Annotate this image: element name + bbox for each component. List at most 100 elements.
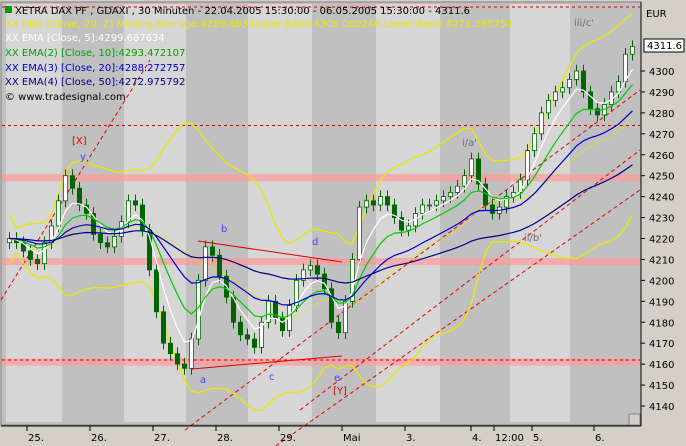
y-tick-label: 4150 <box>649 381 674 392</box>
candle-body <box>595 108 601 116</box>
y-tick-label: 4200 <box>649 276 674 287</box>
wave-label-d: d <box>312 237 318 248</box>
candle-body <box>216 254 222 277</box>
y-tick-label: 4160 <box>649 360 674 371</box>
candle-body <box>27 250 33 260</box>
candle-body <box>616 81 622 93</box>
x-tick-label: 26. <box>91 433 107 444</box>
candle-body <box>454 185 460 193</box>
y-tick-label: 4300 <box>649 67 674 78</box>
candle-body <box>314 265 320 275</box>
candle-body <box>377 196 383 206</box>
candle-body <box>307 265 313 271</box>
candle-body <box>574 70 580 80</box>
candle-body <box>160 311 166 344</box>
zone-band <box>2 258 640 266</box>
y-tick-label: 4220 <box>649 235 674 246</box>
x-axis: 25. 26. 27. 28. 29. Mai 3. 4. 12:00 5. 6. <box>1 425 641 444</box>
y-tick-label: 4190 <box>649 297 674 308</box>
legend-ema50: XX EMA(4) [Close, 50]:4272.975792 <box>5 77 185 88</box>
legend-ema20: XX EMA(3) [Close, 20]:4288.272757 <box>5 63 185 74</box>
candle-body <box>525 150 531 181</box>
candle-body <box>112 236 118 248</box>
y-tick-label: 4210 <box>649 255 674 266</box>
candle-body <box>560 87 566 93</box>
wave-label-ii-b: ii/b' <box>524 233 542 244</box>
candle-body <box>419 204 425 214</box>
candle-body <box>174 353 180 365</box>
y-tick-label: 4170 <box>649 339 674 350</box>
candle-body <box>440 196 446 202</box>
candle-body <box>98 233 104 244</box>
legend-ema5: XX EMA [Close, 5]:4299.687634 <box>5 33 165 44</box>
legend-ema10: XX EMA(2) [Close, 10]:4293.472107 <box>5 48 185 59</box>
candle-body <box>237 321 243 336</box>
candle-body <box>265 300 271 323</box>
candle-body <box>321 273 327 290</box>
resistance-zones <box>2 6 640 366</box>
candle-body <box>391 204 397 218</box>
session-bands <box>6 4 570 422</box>
y-tick-label: 4180 <box>649 318 674 329</box>
y-tick-label: 4270 <box>649 130 674 141</box>
ema-lines <box>9 68 634 343</box>
candle-body <box>258 321 264 348</box>
candle-body <box>105 242 111 248</box>
wave-label-i-a: i/a' <box>462 138 477 149</box>
zone-band <box>2 174 640 182</box>
copyright-label: © www.tradesignal.com <box>5 92 126 103</box>
channel-line <box>299 149 641 411</box>
y-tick-label: 4140 <box>649 402 674 413</box>
y-tick-label: 4240 <box>649 193 674 204</box>
session-band <box>376 4 440 422</box>
candle-body <box>181 363 187 369</box>
candle-body <box>588 91 594 110</box>
y-axis: 4140 4150 4160 4170 4180 4190 4200 4210 4220 4230… <box>640 2 674 426</box>
candle-body <box>335 321 341 334</box>
last-price-box <box>643 38 685 53</box>
candle-body <box>209 246 215 256</box>
candle-body <box>370 200 376 206</box>
session-band <box>124 4 186 422</box>
x-tick-label: 25. <box>28 433 44 444</box>
candle-body <box>167 342 173 355</box>
channel-line <box>274 189 641 446</box>
candle-body <box>461 175 467 187</box>
candle-body <box>356 206 362 260</box>
wave-label-c: c <box>269 372 275 383</box>
x-tick-label: 28. <box>217 433 233 444</box>
candle-body <box>475 158 481 185</box>
channel-line <box>184 89 641 431</box>
candle-body <box>70 175 76 189</box>
candle-body <box>489 204 495 214</box>
candle-body <box>188 338 194 369</box>
candle-body <box>426 204 432 207</box>
session-band <box>510 4 570 422</box>
wave-label-e: e <box>334 373 340 384</box>
candle-body <box>567 78 573 89</box>
candle-body <box>42 242 48 265</box>
currency-label: EUR <box>646 9 667 20</box>
x-tick-label: 6. <box>595 433 605 444</box>
resize-grip[interactable] <box>628 413 641 426</box>
candle-body <box>398 217 404 231</box>
x-tick-label: 4. <box>472 433 482 444</box>
wave-label-iii-c: iii/c' <box>574 18 594 29</box>
zone-band <box>2 358 640 366</box>
candle-body <box>546 99 552 114</box>
y-tick-label: 4280 <box>649 109 674 120</box>
candle-body <box>300 269 306 281</box>
ema20-line <box>9 110 633 306</box>
y-tick-label: 4250 <box>649 172 674 183</box>
candle-body <box>630 46 636 55</box>
candle-body <box>363 200 369 208</box>
legend-bbd: XX BBD [Close, 20, 2] Moving Average:428… <box>5 19 513 30</box>
candle-body <box>56 200 62 227</box>
last-price-label: 4311.6 <box>647 41 682 52</box>
triangle-upper-line <box>197 240 343 263</box>
candle-body <box>342 300 348 334</box>
candle-body <box>384 196 390 206</box>
session-band <box>248 4 312 422</box>
channel-line <box>0 59 151 301</box>
candle-body <box>447 192 453 198</box>
